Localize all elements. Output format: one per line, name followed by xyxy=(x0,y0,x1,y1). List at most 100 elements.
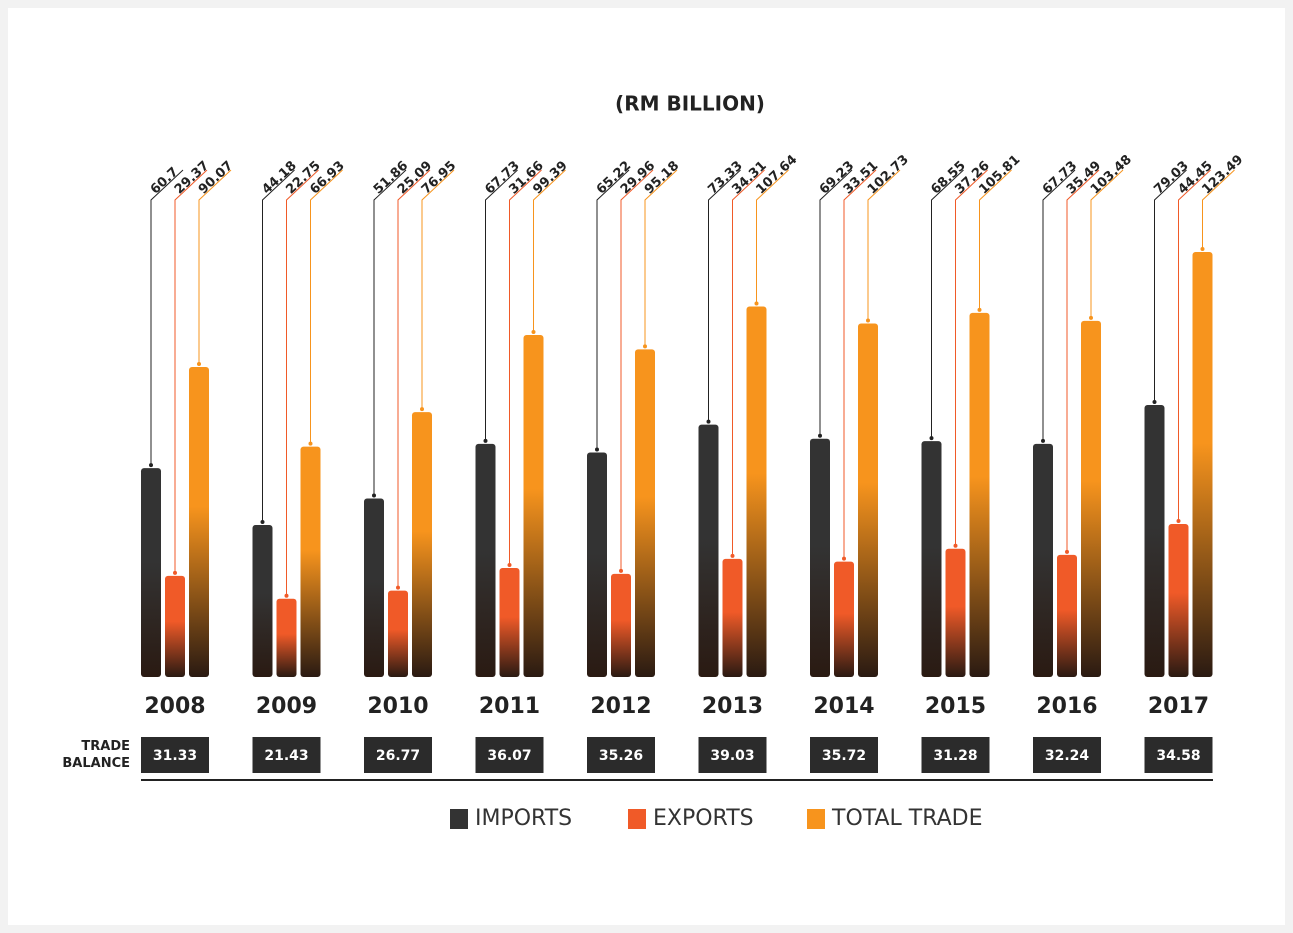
trade-balance-box xyxy=(364,737,432,773)
trade-balance-value: 31.33 xyxy=(153,748,197,764)
trade-balance-value: 35.26 xyxy=(599,748,643,764)
leader-dot xyxy=(396,585,400,590)
leader-line xyxy=(867,169,901,321)
x-tick-label: 2017 xyxy=(1148,694,1209,719)
leader-dot xyxy=(284,593,289,598)
leader-line xyxy=(644,169,678,347)
bar xyxy=(858,323,878,677)
bar xyxy=(834,561,854,677)
x-tick-label: 2008 xyxy=(144,694,205,719)
bar xyxy=(921,441,942,677)
leader-dot xyxy=(173,570,177,575)
legend-label: EXPORTS xyxy=(653,806,754,831)
leader-dot xyxy=(1089,315,1093,320)
leader-dot xyxy=(595,447,599,452)
trade-balance-box xyxy=(810,737,878,773)
x-tick-label: 2013 xyxy=(702,694,763,719)
leader-dot xyxy=(866,318,870,323)
leader-dot xyxy=(197,362,201,367)
leader-dot xyxy=(1065,549,1069,554)
bar xyxy=(1057,554,1077,677)
leader-line xyxy=(150,169,184,466)
trade-balance-box xyxy=(587,737,655,773)
legend-swatch xyxy=(450,809,468,829)
leader-dot xyxy=(531,329,536,334)
x-tick-label: 2016 xyxy=(1036,694,1097,719)
leader-dot xyxy=(643,344,647,349)
trade-balance-value: 34.58 xyxy=(1156,748,1200,764)
leader-dot xyxy=(842,556,846,561)
bar xyxy=(388,590,408,677)
bar xyxy=(945,548,966,677)
leader-line xyxy=(620,169,654,571)
bar xyxy=(1033,443,1053,677)
leader-dot xyxy=(619,568,623,573)
leader-line xyxy=(485,169,518,441)
leader-line xyxy=(1042,169,1076,441)
bar xyxy=(276,598,297,677)
leader-line xyxy=(1178,169,1211,522)
x-tick-label: 2010 xyxy=(367,694,428,719)
bar xyxy=(698,424,719,677)
leader-dot xyxy=(149,463,153,468)
leader-line xyxy=(286,169,319,596)
leader-dot xyxy=(372,493,376,498)
bar xyxy=(587,452,607,677)
leader-line xyxy=(979,169,1012,310)
leader-dot xyxy=(706,419,711,424)
bar xyxy=(189,367,209,677)
leader-dot xyxy=(308,441,313,446)
leader-line xyxy=(756,169,789,304)
x-tick-label: 2015 xyxy=(925,694,986,719)
bar xyxy=(412,412,432,677)
trade-balance-value: 32.24 xyxy=(1045,748,1090,764)
leader-line xyxy=(198,169,232,365)
leader-line xyxy=(1090,169,1124,318)
leader-line xyxy=(421,169,455,410)
bar xyxy=(364,498,384,677)
bar xyxy=(969,312,990,677)
leader-dot xyxy=(754,301,759,306)
leader-dot xyxy=(818,433,822,438)
trade-balance-box xyxy=(698,737,767,773)
leader-line xyxy=(708,169,741,422)
bar xyxy=(722,558,743,677)
trade-balance-value: 35.72 xyxy=(822,748,866,764)
bar xyxy=(523,334,544,677)
legend-swatch xyxy=(628,809,646,829)
leader-line xyxy=(819,169,853,436)
leader-line xyxy=(262,169,295,522)
bar xyxy=(165,575,185,677)
trade-balance-value: 26.77 xyxy=(376,748,420,764)
trade-balance-box xyxy=(141,737,209,773)
leader-line xyxy=(1066,169,1100,552)
trade-balance-value: 36.07 xyxy=(487,748,531,764)
trade-balance-value: 39.03 xyxy=(710,748,754,764)
leader-line xyxy=(397,169,431,588)
chart-title: (RM BILLION) xyxy=(615,92,765,116)
bar xyxy=(300,446,321,677)
leader-line xyxy=(310,169,343,444)
bar xyxy=(499,568,520,677)
trade-balance-box xyxy=(921,737,990,773)
trade-balance-box xyxy=(475,737,544,773)
leader-line xyxy=(509,169,542,566)
trade-balance-box xyxy=(1144,737,1213,773)
leader-line xyxy=(1202,169,1235,249)
leader-dot xyxy=(483,438,488,443)
leader-dot xyxy=(1200,247,1205,251)
leader-line xyxy=(843,169,877,559)
leader-dot xyxy=(953,543,958,548)
bar xyxy=(1168,524,1189,677)
bar xyxy=(746,306,767,677)
leader-dot xyxy=(977,307,982,312)
x-tick-label: 2012 xyxy=(590,694,651,719)
leader-line xyxy=(955,169,988,546)
bar xyxy=(1081,320,1101,677)
leader-dot xyxy=(260,519,265,524)
leader-line xyxy=(732,169,765,556)
legend-label: IMPORTS xyxy=(475,806,572,831)
leader-line xyxy=(596,169,630,450)
bar xyxy=(810,438,830,677)
